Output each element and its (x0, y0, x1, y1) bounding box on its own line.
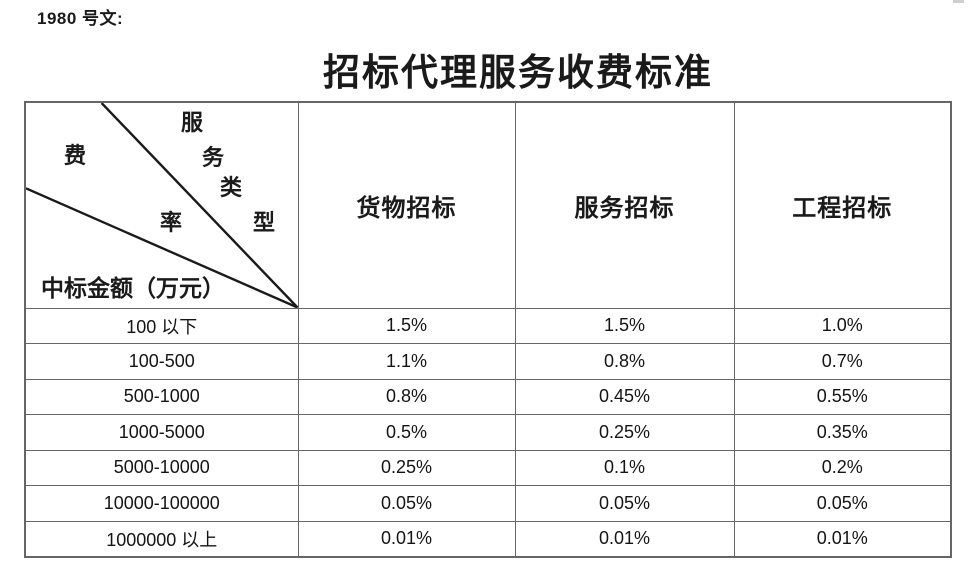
rate-cell: 0.45% (514, 378, 735, 415)
page-edge-artifact (953, 0, 964, 3)
table-row: 100-500 1.1% 0.8% 0.7% (24, 343, 952, 380)
amount-range-cell: 1000-5000 (24, 414, 299, 451)
header-row: 费 率 服 务 类 型 中标金额（万元） 货物招标 服务招标 工程招标 (24, 101, 952, 309)
amount-range-cell: 1000000 以上 (24, 520, 299, 557)
table-row: 100 以下 1.5% 1.5% 1.0% (24, 307, 952, 344)
amount-range-cell: 10000-100000 (24, 485, 299, 522)
page-title: 招标代理服务收费标准 (323, 53, 713, 94)
rate-cell: 0.35% (733, 414, 952, 451)
rate-cell: 0.1% (514, 449, 735, 486)
rate-cell: 0.01% (733, 520, 952, 557)
column-header-goods: 货物招标 (297, 101, 516, 309)
amount-range-cell: 500-1000 (24, 378, 299, 415)
rate-cell: 0.01% (514, 520, 735, 557)
rate-cell: 0.2% (733, 449, 952, 486)
rate-cell: 1.5% (514, 307, 735, 344)
fee-standard-table: 费 率 服 务 类 型 中标金额（万元） 货物招标 服务招标 工程招标 100 … (24, 101, 952, 558)
rate-cell: 0.55% (733, 378, 952, 415)
rate-cell: 0.8% (297, 378, 516, 415)
amount-range-cell: 100 以下 (24, 307, 299, 344)
table-row: 10000-100000 0.05% 0.05% 0.05% (24, 485, 952, 522)
rate-cell: 0.05% (733, 485, 952, 522)
rate-cell: 0.05% (297, 485, 516, 522)
diagonal-corner-cell: 费 率 服 务 类 型 中标金额（万元） (24, 101, 299, 309)
amount-range-cell: 100-500 (24, 343, 299, 380)
table-row: 500-1000 0.8% 0.45% 0.55% (24, 378, 952, 415)
corner-label-service-type-char: 服 (181, 110, 204, 135)
amount-range-cell: 5000-10000 (24, 449, 299, 486)
rate-cell: 0.8% (514, 343, 735, 380)
rate-cell: 0.01% (297, 520, 516, 557)
rate-cell: 0.25% (297, 449, 516, 486)
diagonal-lines (26, 103, 297, 307)
document-reference: 1980 号文: (37, 9, 124, 28)
corner-label-rate: 率 (160, 210, 183, 235)
corner-label-fee: 费 (64, 143, 87, 168)
rate-cell: 0.5% (297, 414, 516, 451)
table-row: 1000000 以上 0.01% 0.01% 0.01% (24, 520, 952, 557)
rate-cell: 1.1% (297, 343, 516, 380)
column-header-service: 服务招标 (514, 101, 735, 309)
corner-label-bid-amount: 中标金额（万元） (41, 276, 225, 301)
table-row: 5000-10000 0.25% 0.1% 0.2% (24, 449, 952, 486)
rate-cell: 0.7% (733, 343, 952, 380)
corner-label-service-type-char: 务 (202, 145, 225, 170)
column-header-engineering: 工程招标 (733, 101, 952, 309)
corner-label-service-type-char: 型 (253, 210, 276, 235)
table-row: 1000-5000 0.5% 0.25% 0.35% (24, 414, 952, 451)
rate-cell: 0.05% (514, 485, 735, 522)
corner-label-service-type-char: 类 (220, 175, 243, 200)
rate-cell: 1.0% (733, 307, 952, 344)
rate-cell: 1.5% (297, 307, 516, 344)
rate-cell: 0.25% (514, 414, 735, 451)
